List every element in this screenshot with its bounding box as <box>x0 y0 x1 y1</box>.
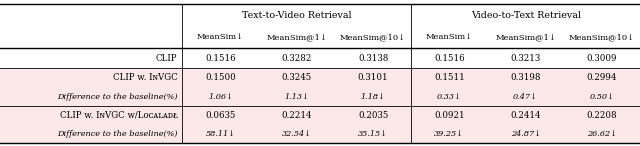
Text: 0.47↓: 0.47↓ <box>513 93 538 101</box>
Text: 24.87↓: 24.87↓ <box>511 130 541 138</box>
Text: 0.3101: 0.3101 <box>358 73 388 82</box>
Text: MeanSim↓: MeanSim↓ <box>426 33 473 41</box>
Text: Text-to-Video Retrieval: Text-to-Video Retrieval <box>242 11 351 20</box>
Text: 0.3213: 0.3213 <box>511 54 541 63</box>
Text: 0.2414: 0.2414 <box>510 111 541 120</box>
Text: Video-to-Text Retrieval: Video-to-Text Retrieval <box>470 11 580 20</box>
Text: MeanSim@1↓: MeanSim@1↓ <box>266 33 327 41</box>
Text: 0.0921: 0.0921 <box>434 111 465 120</box>
Text: MeanSim@10↓: MeanSim@10↓ <box>569 33 635 41</box>
Text: 26.62↓: 26.62↓ <box>587 130 617 138</box>
Text: 58.11↓: 58.11↓ <box>205 130 236 138</box>
Text: 0.3138: 0.3138 <box>358 54 388 63</box>
Text: 39.25↓: 39.25↓ <box>435 130 464 138</box>
Text: 0.3282: 0.3282 <box>282 54 312 63</box>
Text: 0.2994: 0.2994 <box>587 73 617 82</box>
Text: 0.1500: 0.1500 <box>205 73 236 82</box>
Text: 0.1516: 0.1516 <box>434 54 465 63</box>
Text: Difference to the baseline(%): Difference to the baseline(%) <box>57 93 177 101</box>
Text: MeanSim@1↓: MeanSim@1↓ <box>495 33 556 41</box>
Text: 0.2208: 0.2208 <box>586 111 617 120</box>
Text: CLIP w. IɴVGC w/Lᴏᴄᴀʟᴀᴅᴌ: CLIP w. IɴVGC w/Lᴏᴄᴀʟᴀᴅᴌ <box>60 111 177 120</box>
Text: 1.06↓: 1.06↓ <box>208 93 233 101</box>
Text: CLIP w. IɴVGC: CLIP w. IɴVGC <box>113 73 177 82</box>
Text: 32.54↓: 32.54↓ <box>282 130 312 138</box>
Text: 35.15↓: 35.15↓ <box>358 130 388 138</box>
Text: 0.1511: 0.1511 <box>434 73 465 82</box>
Text: 0.2214: 0.2214 <box>282 111 312 120</box>
Text: MeanSim↓: MeanSim↓ <box>197 33 244 41</box>
Text: 0.3198: 0.3198 <box>510 73 541 82</box>
Text: 0.3245: 0.3245 <box>282 73 312 82</box>
Bar <box>0 106 640 143</box>
Text: 0.3009: 0.3009 <box>587 54 617 63</box>
Text: 0.50↓: 0.50↓ <box>589 93 614 101</box>
Text: 1.13↓: 1.13↓ <box>284 93 309 101</box>
Text: Difference to the baseline(%): Difference to the baseline(%) <box>57 130 177 138</box>
Text: 1.18↓: 1.18↓ <box>361 93 385 101</box>
Bar <box>0 68 640 106</box>
Text: 0.1516: 0.1516 <box>205 54 236 63</box>
Text: 0.0635: 0.0635 <box>205 111 236 120</box>
Text: 0.33↓: 0.33↓ <box>437 93 461 101</box>
Text: 0.2035: 0.2035 <box>358 111 388 120</box>
Text: CLIP: CLIP <box>156 54 177 63</box>
Text: MeanSim@10↓: MeanSim@10↓ <box>340 33 406 41</box>
